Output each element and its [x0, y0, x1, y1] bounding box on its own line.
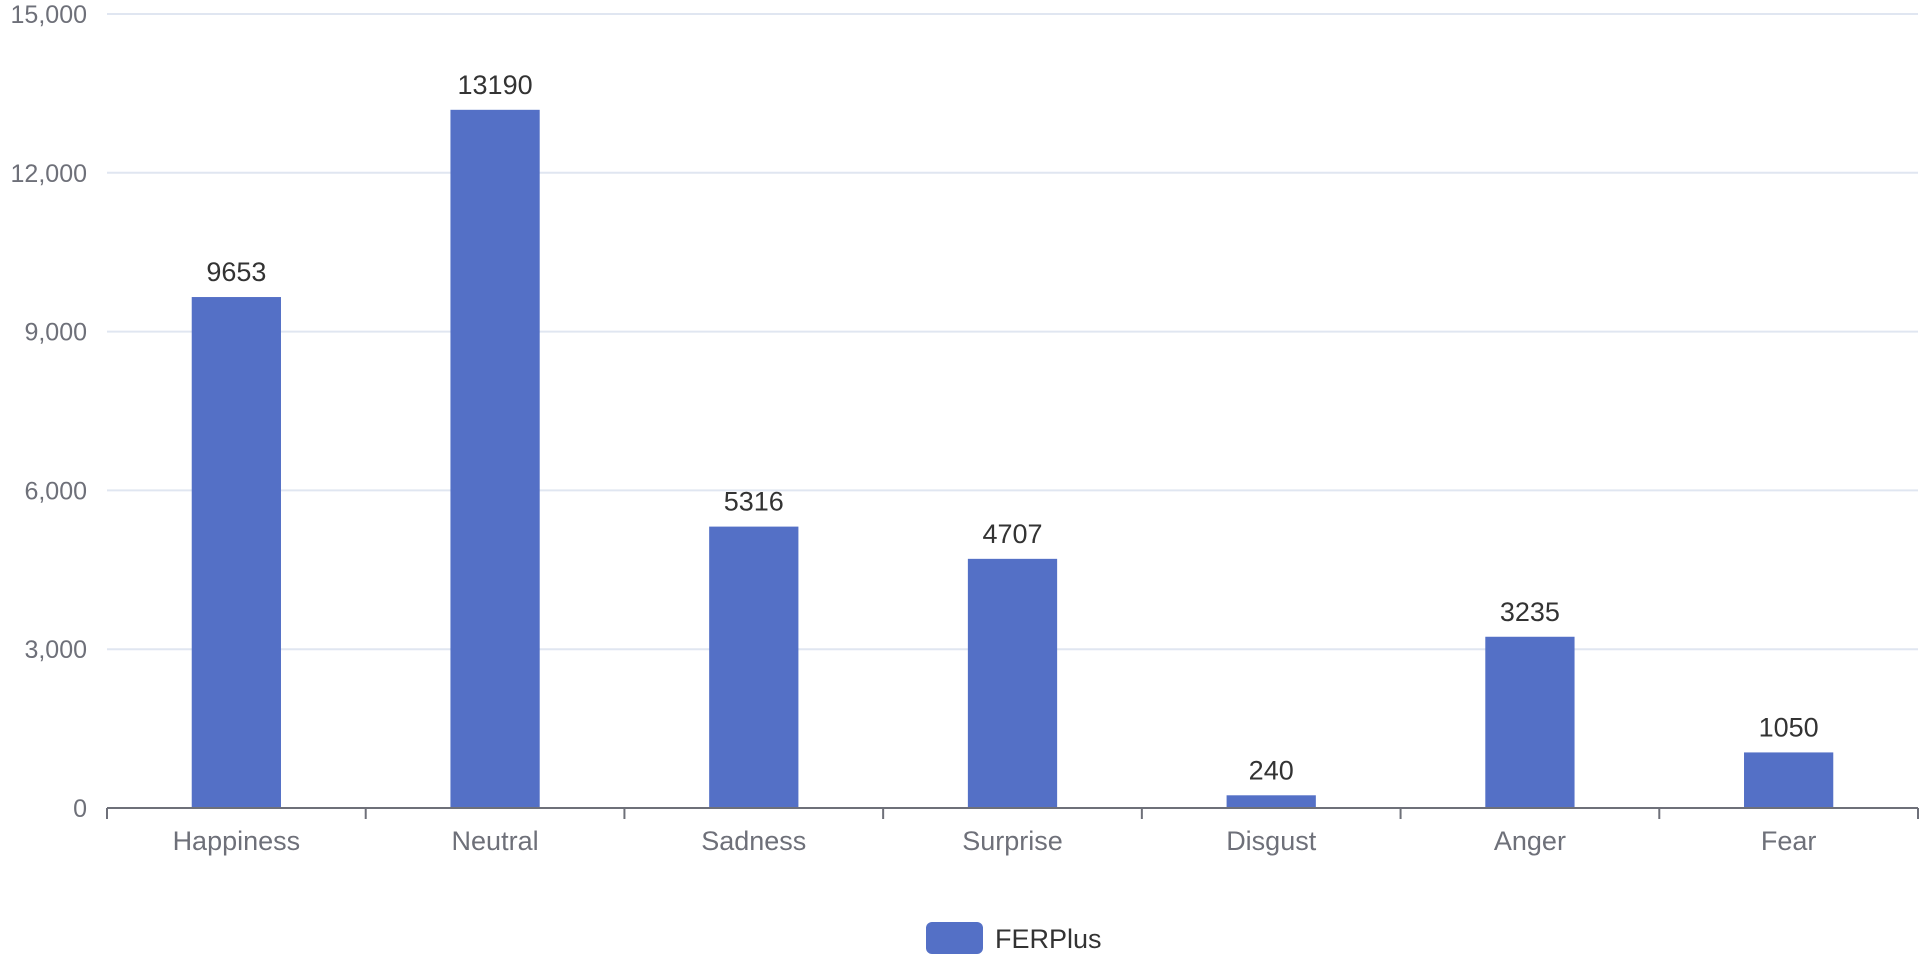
y-axis-ticks: 0 3,000 6,000 9,000 12,000 15,000 — [11, 1, 87, 823]
y-tick-label: 9,000 — [24, 319, 87, 347]
bar-disgust[interactable] — [1226, 795, 1316, 808]
bar-surprise[interactable] — [967, 558, 1058, 808]
y-tick-label: 15,000 — [11, 1, 87, 29]
y-tick-label: 6,000 — [24, 477, 87, 505]
x-tick-label: Anger — [1494, 826, 1566, 856]
gridlines — [107, 13, 1918, 651]
x-tick-label: Disgust — [1226, 826, 1317, 856]
bar-neutral[interactable] — [450, 109, 540, 809]
x-tick-label: Happiness — [173, 826, 301, 856]
bar-happiness[interactable] — [191, 297, 281, 808]
x-tick-label: Sadness — [701, 826, 806, 856]
data-labels: 9653 13190 5316 4707 240 3235 1050 — [206, 70, 1818, 785]
legend-swatch[interactable] — [926, 922, 983, 954]
x-tick-label: Fear — [1761, 826, 1817, 856]
x-axis: Happiness Neutral Sadness Surprise Disgust An… — [106, 807, 1919, 856]
data-label: 9653 — [206, 257, 266, 287]
data-label: 13190 — [458, 70, 533, 100]
data-label: 1050 — [1759, 712, 1819, 742]
legend-label[interactable]: FERPlus — [995, 924, 1102, 954]
legend[interactable]: FERPlus — [926, 922, 1102, 954]
data-label: 240 — [1249, 755, 1294, 785]
y-tick-label: 12,000 — [11, 160, 87, 188]
data-label: 5316 — [724, 487, 784, 517]
data-label: 4707 — [982, 519, 1042, 549]
bars — [191, 109, 1834, 809]
data-label: 3235 — [1500, 597, 1560, 627]
y-tick-label: 0 — [73, 795, 87, 823]
bar-anger[interactable] — [1485, 636, 1575, 808]
x-tick-label: Neutral — [452, 826, 539, 856]
bar-fear[interactable] — [1744, 752, 1834, 808]
x-tick-label: Surprise — [962, 826, 1063, 856]
y-tick-label: 3,000 — [24, 636, 87, 664]
bar-sadness[interactable] — [709, 526, 799, 808]
